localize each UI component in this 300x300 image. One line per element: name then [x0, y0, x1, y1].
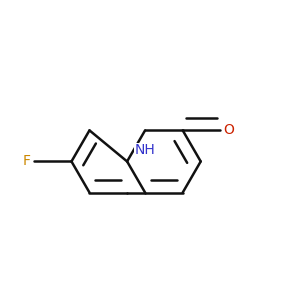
Text: O: O — [224, 123, 235, 137]
Text: F: F — [22, 154, 31, 169]
Text: NH: NH — [135, 143, 155, 158]
